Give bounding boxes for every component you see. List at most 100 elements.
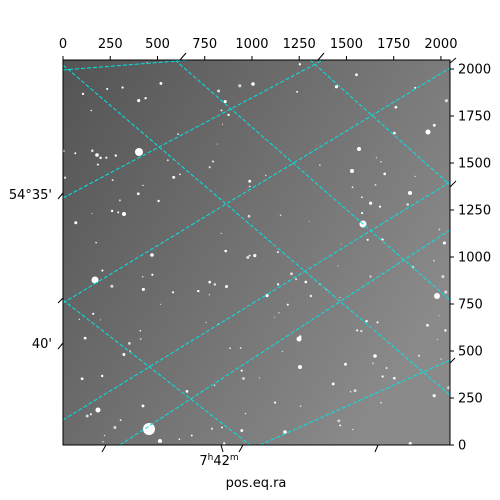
- star-51: [244, 412, 247, 415]
- star-122: [106, 87, 109, 90]
- star-145: [265, 174, 267, 177]
- world-tick-2: [57, 297, 64, 304]
- star-2: [274, 401, 277, 404]
- star-136: [142, 276, 144, 278]
- star-170: [135, 148, 143, 156]
- star-153: [220, 232, 222, 234]
- star-66: [444, 329, 447, 332]
- star-164: [378, 205, 382, 208]
- dec-label-1: 54°35': [9, 188, 52, 203]
- star-58: [157, 199, 160, 203]
- star-20: [90, 109, 92, 112]
- star-100: [278, 312, 280, 314]
- x-axis-title: pos.eq.ra: [226, 476, 287, 491]
- star-4: [220, 109, 223, 112]
- star-29: [339, 296, 341, 299]
- grid-line-7: [174, 60, 450, 301]
- star-131: [265, 294, 269, 298]
- star-180: [251, 82, 255, 86]
- star-71: [119, 419, 122, 421]
- star-16: [361, 212, 364, 215]
- star-86: [159, 81, 163, 85]
- star-152: [246, 256, 250, 259]
- star-151: [80, 377, 84, 381]
- star-42: [103, 434, 106, 437]
- image-area: [63, 60, 450, 445]
- star-96: [414, 86, 417, 89]
- dec-label-2: 40': [32, 337, 52, 352]
- x-tick-label-1: 250: [98, 37, 123, 52]
- star-98: [223, 99, 227, 104]
- star-89: [213, 384, 216, 387]
- star-78: [223, 442, 226, 445]
- star-24: [63, 176, 67, 179]
- star-17: [105, 156, 108, 159]
- y-axis-right: 0 250 500 750 1000 1250 1500 1750 2000: [450, 63, 491, 454]
- star-138: [299, 405, 302, 408]
- star-55: [85, 414, 89, 418]
- y-tick-label-4: 1000: [458, 251, 491, 266]
- grid-line-0: [63, 60, 191, 71]
- star-84: [351, 186, 354, 189]
- star-6: [210, 427, 214, 430]
- y-tick-label-7: 1750: [458, 110, 491, 125]
- star-99: [114, 154, 117, 157]
- world-tick-8: [238, 444, 244, 453]
- star-28: [227, 113, 230, 117]
- x-tick-label-5: 1250: [283, 37, 316, 52]
- star-128: [151, 273, 154, 276]
- star-44: [179, 173, 181, 176]
- star-31: [238, 84, 242, 88]
- star-64: [295, 278, 298, 281]
- x-tick-label-8: 2000: [424, 37, 457, 52]
- star-154: [221, 426, 223, 429]
- star-22: [444, 99, 448, 103]
- star-160: [432, 394, 436, 398]
- y-tick-label-6: 1500: [458, 157, 491, 172]
- x-axis-top: 0 250 500 750 1000 1250 1500 1750 2000: [59, 37, 457, 60]
- star-127: [375, 157, 378, 159]
- y-tick-label-1: 250: [458, 392, 483, 407]
- star-112: [438, 228, 441, 231]
- star-162: [334, 85, 339, 89]
- star-3: [110, 284, 114, 288]
- star-141: [365, 320, 368, 323]
- star-163: [331, 382, 335, 386]
- star-52: [355, 73, 358, 77]
- world-tick-0: [57, 192, 64, 200]
- x-tick-label-0: 0: [59, 37, 67, 52]
- star-126: [100, 374, 104, 378]
- star-143: [248, 254, 251, 257]
- star-41: [248, 185, 251, 188]
- star-25: [113, 426, 117, 429]
- star-69: [142, 184, 144, 187]
- plot-frame: [62, 59, 451, 446]
- star-137: [380, 401, 382, 404]
- star-147: [414, 175, 416, 177]
- star-185: [408, 191, 412, 195]
- star-117: [441, 275, 445, 279]
- star-87: [242, 377, 245, 380]
- star-111: [296, 90, 299, 93]
- world-tick-4: [317, 52, 325, 61]
- star-171: [143, 423, 155, 435]
- star-23: [436, 338, 438, 340]
- star-104: [139, 338, 142, 340]
- star-116: [376, 321, 379, 324]
- star-165: [366, 238, 369, 241]
- star-155: [309, 294, 312, 298]
- star-65: [81, 92, 85, 96]
- star-184: [350, 169, 354, 173]
- star-7: [89, 413, 92, 416]
- star-101: [122, 353, 126, 356]
- star-140: [222, 123, 224, 125]
- star-76: [432, 123, 436, 127]
- star-92: [136, 192, 140, 196]
- world-tick-7: [220, 444, 224, 453]
- star-134: [137, 99, 141, 103]
- star-148: [438, 315, 440, 317]
- star-45: [426, 323, 429, 327]
- ra-hour-unit: h: [208, 453, 214, 463]
- star-15: [208, 280, 212, 284]
- grid-line-6: [63, 64, 450, 396]
